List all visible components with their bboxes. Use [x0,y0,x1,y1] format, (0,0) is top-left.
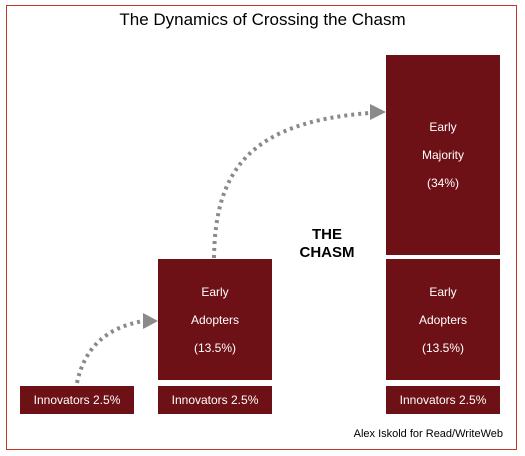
arrow-early-adopters-to-early-majority [212,111,371,259]
stage3-early-adopters-line2: Adopters [418,312,468,327]
stage2-innovators-label: Innovators 2.5% [171,393,259,407]
stage3-early-majority-box: Early Majority (34%) [386,55,500,255]
stage2-early-adopters-line3: (13.5%) [193,340,237,355]
credit-text: Alex Iskold for Read/WriteWeb [353,428,503,440]
stage3-early-majority-line1: Early [429,120,457,134]
stage2-early-adopters-line1: Early [201,284,229,299]
chasm-label-line1: THE [312,226,342,243]
stage3-early-adopters-line3: (13.5%) [421,340,465,355]
arrow-head-1 [143,313,158,329]
stage3-innovators-box: Innovators 2.5% [386,386,500,414]
stage3-early-majority-line2: Majority [421,148,464,162]
stage1-innovators-box: Innovators 2.5% [20,386,134,414]
stage2-innovators-box: Innovators 2.5% [158,386,272,414]
stage1-innovators-label: Innovators 2.5% [33,393,121,407]
arrow-head-2 [370,104,386,120]
stage3-innovators-label: Innovators 2.5% [399,393,487,407]
diagram-title: The Dynamics of Crossing the Chasm [119,10,406,29]
arrow-innovators-to-early-adopters [75,319,145,384]
stage2-early-adopters-line2: Adopters [190,312,240,327]
chasm-label: THE CHASM [287,226,367,262]
stage3-early-adopters-line1: Early [429,284,457,299]
stage3-early-majority-line3: (34%) [426,176,459,190]
chasm-label-line2: CHASM [299,244,355,261]
stage2-early-adopters-box: Early Adopters (13.5%) [158,259,272,380]
stage3-early-adopters-box: Early Adopters (13.5%) [386,259,500,380]
